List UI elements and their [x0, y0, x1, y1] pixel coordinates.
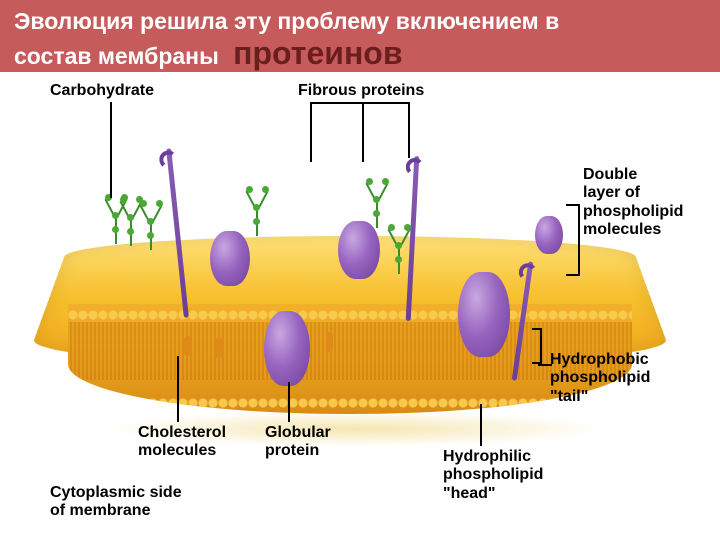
phospholipid-tails — [68, 322, 632, 380]
tail-bracket — [532, 328, 542, 364]
title-line2: состав мембраны — [14, 43, 219, 69]
leader-line — [288, 382, 290, 422]
title-emphasis: протеинов — [233, 35, 402, 71]
membrane-diagram: Carbohydrate Fibrous proteins Double lay… — [10, 76, 710, 536]
phospholipid-heads-upper — [68, 308, 632, 322]
cholesterol-molecule — [215, 338, 222, 358]
carbohydrate-chain — [246, 188, 270, 238]
leader-line — [310, 102, 312, 162]
leader-line — [480, 404, 482, 446]
carbohydrate-chain — [366, 180, 390, 230]
leader-line — [110, 102, 112, 198]
phospholipid-heads-lower — [68, 396, 632, 410]
carbohydrate-chain — [140, 202, 164, 252]
membrane-crosssection — [68, 304, 632, 414]
label-carbohydrate: Carbohydrate — [50, 82, 154, 100]
label-fibrous-proteins: Fibrous proteins — [298, 82, 424, 100]
leader-line — [362, 102, 410, 104]
label-cholesterol: Cholesterol molecules — [138, 424, 226, 461]
globular-protein — [535, 216, 563, 254]
globular-protein — [458, 272, 510, 357]
title-bar: Эволюция решила эту проблему включением … — [0, 0, 720, 72]
label-bilayer: Double layer of phospholipid molecules — [583, 166, 683, 240]
cholesterol-molecule — [326, 332, 333, 352]
leader-line — [362, 102, 364, 162]
leader-line — [408, 102, 410, 158]
label-hydrophilic-head: Hydrophilic phospholipid "head" — [443, 448, 543, 503]
leader-line — [177, 356, 179, 422]
cholesterol-molecule — [184, 336, 191, 356]
label-hydrophobic-tail: Hydrophobic phospholipid "tail" — [550, 351, 650, 406]
leader-line — [310, 102, 362, 104]
globular-protein — [210, 231, 250, 286]
bilayer-bracket — [566, 204, 580, 276]
title-line1: Эволюция решила эту проблему включением … — [14, 8, 706, 35]
carbohydrate-chain — [388, 226, 412, 276]
label-cytoplasmic-side: Cytoplasmic side of membrane — [50, 484, 182, 521]
globular-protein — [264, 311, 310, 386]
label-globular-protein: Globular protein — [265, 424, 331, 461]
